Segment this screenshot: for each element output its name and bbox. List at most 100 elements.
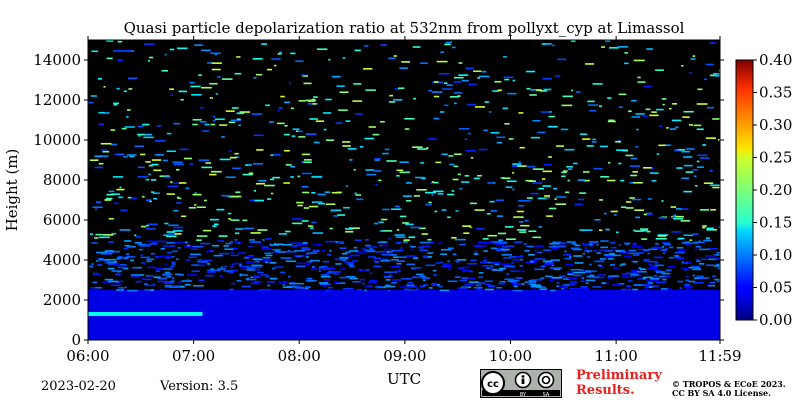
data-speckle xyxy=(296,262,307,265)
data-speckle xyxy=(140,254,143,256)
data-speckle xyxy=(662,103,665,106)
data-speckle xyxy=(512,163,522,165)
plot-frame xyxy=(87,39,721,341)
data-speckle xyxy=(574,262,584,264)
data-speckle xyxy=(484,242,494,244)
data-speckle xyxy=(309,227,314,229)
data-speckle xyxy=(381,253,392,256)
data-speckle xyxy=(411,276,422,279)
data-speckle xyxy=(236,56,241,58)
data-speckle xyxy=(718,267,720,270)
data-speckle xyxy=(101,149,108,152)
data-speckle xyxy=(205,162,212,164)
data-speckle xyxy=(140,153,146,156)
data-speckle xyxy=(170,255,175,258)
data-speckle xyxy=(385,279,391,281)
data-speckle xyxy=(359,278,365,281)
data-speckle xyxy=(143,283,149,285)
data-speckle xyxy=(161,268,173,270)
data-speckle xyxy=(170,182,182,185)
data-speckle xyxy=(548,115,555,118)
data-speckle xyxy=(137,125,144,128)
data-speckle xyxy=(642,115,647,118)
data-speckle xyxy=(127,289,138,292)
data-speckle xyxy=(149,200,152,203)
data-speckle xyxy=(497,232,507,235)
data-speckle xyxy=(270,154,274,156)
data-speckle xyxy=(463,283,475,286)
data-speckle xyxy=(123,90,127,93)
data-speckle xyxy=(306,256,309,258)
data-speckle xyxy=(434,81,439,83)
data-speckle xyxy=(469,270,473,273)
data-speckle xyxy=(515,277,523,279)
data-speckle xyxy=(705,237,710,239)
data-speckle xyxy=(181,215,187,218)
data-speckle xyxy=(618,93,627,96)
data-speckle xyxy=(425,203,432,206)
data-speckle xyxy=(211,62,222,64)
data-speckle xyxy=(444,104,449,107)
data-speckle xyxy=(292,246,295,248)
data-speckle xyxy=(532,236,542,239)
data-speckle xyxy=(530,136,541,139)
data-speckle xyxy=(553,268,561,271)
data-speckle xyxy=(239,265,250,268)
data-speckle xyxy=(183,157,193,160)
x-tick-label: 08:00 xyxy=(278,347,321,365)
data-speckle xyxy=(107,251,114,254)
data-speckle xyxy=(674,149,682,152)
data-speckle xyxy=(228,195,240,198)
data-speckle xyxy=(116,153,125,156)
data-speckle xyxy=(454,153,462,156)
data-speckle xyxy=(178,274,185,276)
data-speckle xyxy=(689,72,692,74)
data-speckle xyxy=(335,282,346,284)
data-speckle xyxy=(262,257,271,259)
data-speckle xyxy=(367,256,376,258)
data-speckle xyxy=(245,164,252,166)
copyright-line-2: CC BY SA 4.0 License. xyxy=(672,388,771,398)
data-speckle xyxy=(568,166,571,169)
data-speckle xyxy=(267,284,271,287)
data-speckle xyxy=(282,286,293,289)
data-speckle xyxy=(118,287,125,289)
data-speckle xyxy=(335,241,339,243)
data-speckle xyxy=(478,284,482,287)
data-speckle xyxy=(534,258,542,260)
data-speckle xyxy=(151,163,159,166)
data-speckle xyxy=(600,265,604,268)
data-speckle xyxy=(313,141,320,144)
data-speckle xyxy=(140,256,151,259)
data-speckle xyxy=(625,154,634,157)
data-speckle xyxy=(583,179,590,182)
data-speckle xyxy=(159,175,170,178)
data-speckle xyxy=(290,107,294,110)
data-speckle xyxy=(648,263,652,266)
data-speckle xyxy=(380,120,385,123)
data-speckle xyxy=(388,57,396,60)
data-speckle xyxy=(638,252,645,254)
data-speckle xyxy=(108,280,118,283)
data-speckle xyxy=(685,171,694,173)
data-speckle xyxy=(606,179,616,182)
data-speckle xyxy=(505,186,513,188)
data-speckle xyxy=(573,274,583,277)
data-speckle xyxy=(545,262,554,264)
data-speckle xyxy=(508,138,514,140)
data-speckle xyxy=(599,258,607,260)
data-speckle xyxy=(392,266,400,268)
data-speckle xyxy=(582,252,586,255)
data-speckle xyxy=(209,173,217,176)
x-tick-label: 09:00 xyxy=(383,347,426,365)
data-speckle xyxy=(174,242,185,244)
data-speckle xyxy=(458,62,463,64)
data-speckle xyxy=(349,265,355,268)
data-speckle xyxy=(573,162,578,165)
data-speckle xyxy=(668,256,675,259)
data-speckle xyxy=(406,263,415,266)
data-speckle xyxy=(413,195,421,197)
data-speckle xyxy=(348,159,353,161)
data-speckle xyxy=(339,276,351,279)
data-speckle xyxy=(562,253,572,256)
